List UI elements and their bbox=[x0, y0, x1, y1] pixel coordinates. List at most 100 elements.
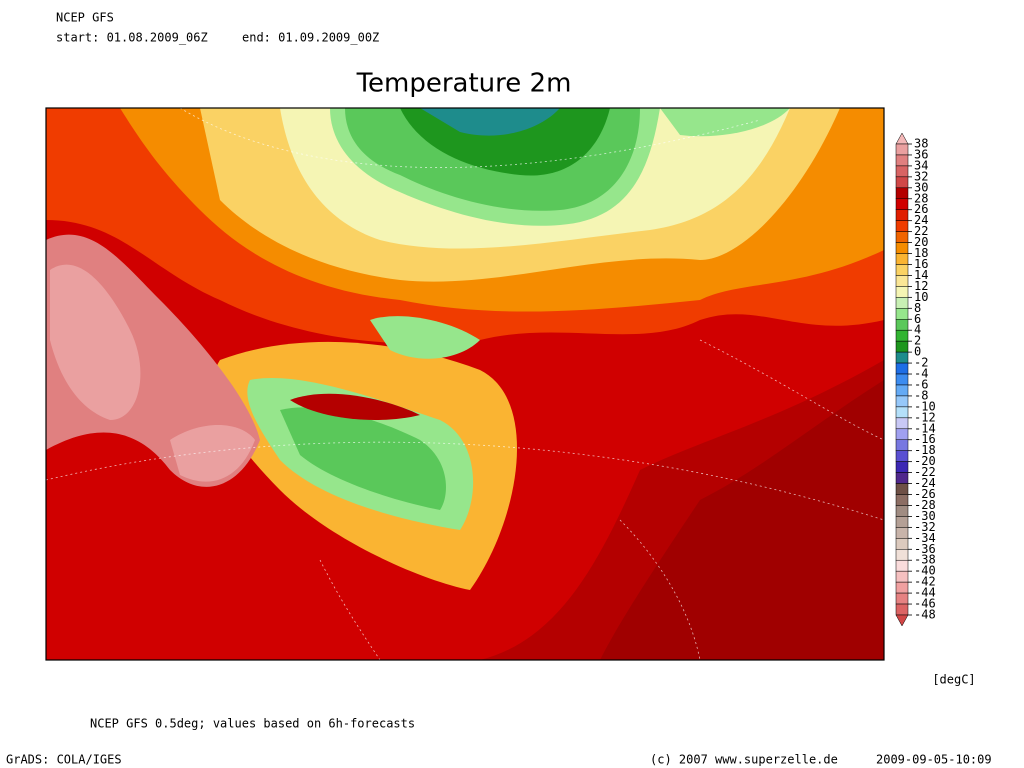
colorbar-tick-label: -42 bbox=[914, 575, 936, 589]
colorbar-tick-label: -20 bbox=[914, 454, 936, 468]
colorbar-bin bbox=[895, 592, 909, 605]
colorbar-bin bbox=[895, 362, 909, 375]
colorbar-bin bbox=[895, 143, 909, 156]
map-title: Temperature 2m bbox=[356, 69, 572, 99]
colorbar-tick-label: -48 bbox=[914, 608, 936, 622]
colorbar-bin bbox=[895, 275, 909, 287]
colorbar-tick-label: 36 bbox=[914, 147, 928, 161]
colorbar-bin bbox=[895, 505, 909, 517]
colorbar-tick-label: -46 bbox=[914, 597, 936, 611]
colorbar-bin bbox=[895, 450, 909, 462]
colorbar-tick-label: 12 bbox=[914, 279, 928, 293]
unit-label: [degC] bbox=[932, 673, 975, 687]
colorbar-tick-label: -32 bbox=[914, 520, 936, 534]
start-label: start: 01.08.2009_06Z bbox=[56, 31, 208, 45]
colorbar-bin bbox=[895, 581, 909, 594]
colorbar-bin bbox=[895, 373, 909, 386]
colorbar-bin bbox=[895, 461, 909, 473]
colorbar-bin bbox=[895, 395, 909, 408]
colorbar-tick-label: 8 bbox=[914, 301, 921, 315]
colorbar-tick-label: -44 bbox=[914, 586, 936, 600]
colorbar-tick-label: 38 bbox=[914, 137, 928, 151]
colorbar-tick-label: 30 bbox=[914, 180, 928, 194]
colorbar-arrow bbox=[895, 132, 909, 145]
colorbar-tick-label: -10 bbox=[914, 399, 936, 413]
colorbar-tick-label: -30 bbox=[914, 509, 936, 523]
colorbar-tick-label: -6 bbox=[914, 377, 928, 391]
colorbar-bin bbox=[895, 319, 909, 331]
colorbar-tick-label: -22 bbox=[914, 465, 936, 479]
copyright: (c) 2007 www.superzelle.de bbox=[650, 753, 838, 767]
colorbar-bin bbox=[895, 570, 909, 583]
colorbar-tick-label: -28 bbox=[914, 498, 936, 512]
colorbar-bin bbox=[895, 176, 909, 189]
colorbar-tick-label: 14 bbox=[914, 268, 928, 282]
colorbar-bin bbox=[895, 527, 909, 539]
colorbar-bin bbox=[895, 209, 909, 221]
colorbar-bin bbox=[895, 165, 909, 178]
colorbar-bin bbox=[895, 329, 909, 342]
colorbar-bin bbox=[895, 439, 909, 451]
colorbar-tick-label: 18 bbox=[914, 246, 928, 260]
colorbar-tick-label: 2 bbox=[914, 334, 921, 348]
colorbar-bin bbox=[895, 187, 909, 200]
colorbar-tick-label: -38 bbox=[914, 553, 936, 567]
colorbar-tick-label: -36 bbox=[914, 542, 936, 556]
colorbar-bin bbox=[895, 494, 909, 506]
footer-note: NCEP GFS 0.5deg; values based on 6h-fore… bbox=[90, 717, 415, 731]
colorbar-tick-label: 10 bbox=[914, 290, 928, 304]
colorbar-bin bbox=[895, 516, 909, 528]
colorbar-bin bbox=[895, 253, 909, 265]
colorbar-bin bbox=[895, 538, 909, 550]
colorbar: 38363432302826242220181614121086420-2-4-… bbox=[895, 132, 936, 627]
colorbar-tick-label: 34 bbox=[914, 158, 928, 172]
colorbar-bin bbox=[895, 406, 909, 419]
colorbar-tick-label: -34 bbox=[914, 531, 936, 545]
colorbar-bin bbox=[895, 154, 909, 167]
map-frame bbox=[45, 107, 885, 661]
colorbar-bin bbox=[895, 198, 909, 210]
colorbar-tick-label: 24 bbox=[914, 213, 928, 227]
colorbar-bin bbox=[895, 559, 909, 572]
colorbar-tick-label: -16 bbox=[914, 432, 936, 446]
colorbar-bin bbox=[895, 603, 909, 616]
colorbar-tick-label: -2 bbox=[914, 356, 928, 370]
colorbar-tick-label: -12 bbox=[914, 410, 936, 424]
colorbar-tick-label: 6 bbox=[914, 312, 921, 326]
colorbar-bin bbox=[895, 549, 909, 561]
colorbar-tick-label: 26 bbox=[914, 202, 928, 216]
colorbar-bin bbox=[895, 351, 909, 364]
colorbar-tick-label: 0 bbox=[914, 345, 921, 359]
colorbar-bin bbox=[895, 264, 909, 276]
colorbar-tick-label: -24 bbox=[914, 476, 936, 490]
colorbar-tick-label: -18 bbox=[914, 443, 936, 457]
model-label: NCEP GFS bbox=[56, 11, 114, 25]
colorbar-arrow bbox=[895, 614, 909, 627]
colorbar-tick-label: 20 bbox=[914, 235, 928, 249]
timestamp: 2009-09-05-10:09 bbox=[876, 753, 992, 767]
colorbar-bin bbox=[895, 417, 909, 430]
colorbar-bin bbox=[895, 220, 909, 232]
colorbar-tick-label: 28 bbox=[914, 191, 928, 205]
colorbar-bin bbox=[895, 308, 909, 320]
colorbar-tick-label: -14 bbox=[914, 421, 936, 435]
colorbar-bin bbox=[895, 428, 909, 440]
colorbar-tick-label: -8 bbox=[914, 388, 928, 402]
colorbar-tick-label: 16 bbox=[914, 257, 928, 271]
colorbar-tick-label: -26 bbox=[914, 487, 936, 501]
software-credit: GrADS: COLA/IGES bbox=[6, 753, 122, 767]
colorbar-bin bbox=[895, 483, 909, 495]
colorbar-bin bbox=[895, 297, 909, 309]
colorbar-bin bbox=[895, 286, 909, 298]
colorbar-tick-label: 4 bbox=[914, 323, 921, 337]
colorbar-bin bbox=[895, 340, 909, 353]
end-label: end: 01.09.2009_00Z bbox=[242, 31, 379, 45]
temperature-map bbox=[46, 108, 884, 660]
colorbar-tick-label: -40 bbox=[914, 564, 936, 578]
colorbar-bin bbox=[895, 472, 909, 484]
colorbar-bin bbox=[895, 384, 909, 397]
colorbar-bin bbox=[895, 242, 909, 254]
colorbar-bin bbox=[895, 231, 909, 243]
colorbar-tick-label: 22 bbox=[914, 224, 928, 238]
